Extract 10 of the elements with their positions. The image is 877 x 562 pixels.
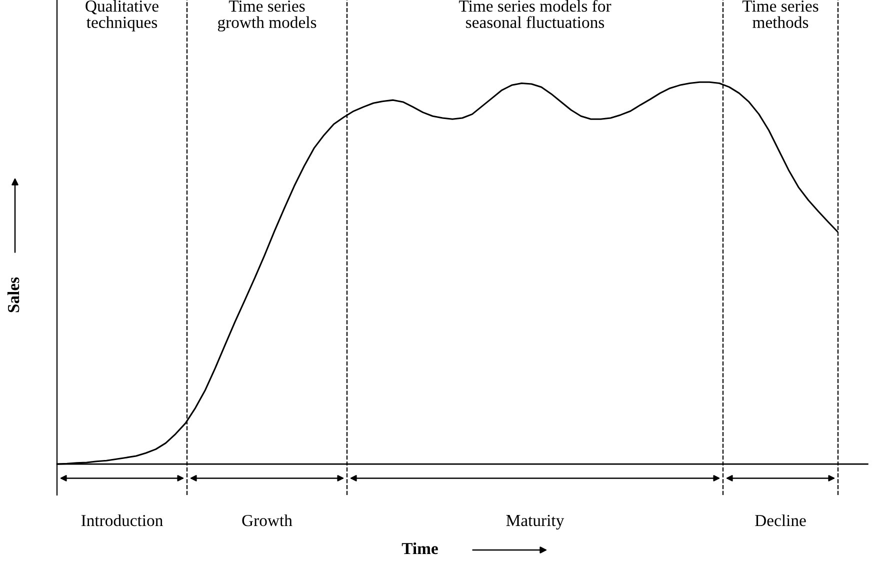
y-axis-title: Sales [7, 277, 20, 312]
text: Decline [755, 514, 806, 526]
x-axis-title: Time [402, 542, 438, 554]
text: Qualitative techniques [86, 0, 158, 32]
text: Time series growth models [218, 0, 316, 32]
text: Introduction [81, 514, 163, 526]
text: Growth [242, 514, 292, 526]
text: Time series models for seasonal fluctuations [458, 0, 612, 28]
text: Time series methods [742, 0, 818, 28]
text: Maturity [506, 514, 564, 530]
